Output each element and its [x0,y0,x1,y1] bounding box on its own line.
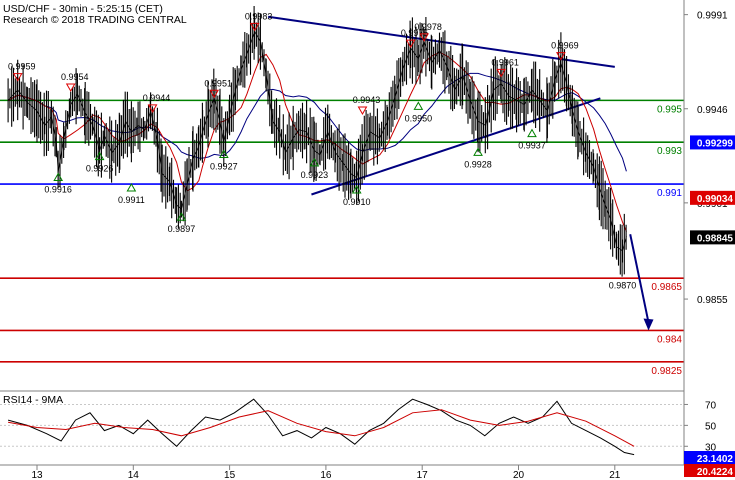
rsi-tick-label: 50 [705,421,717,432]
time-tick-label: 20 [513,470,525,480]
swing-high-label: 0.9951 [204,78,232,88]
swing-low-label: 0.9916 [44,184,72,194]
swing-low-marker [527,128,537,138]
swing-low-label: 0.9910 [343,197,371,207]
swing-low-marker [53,172,64,181]
swing-low-label: 0.9911 [118,195,145,205]
swing-high-marker [357,106,368,116]
swing-high-label: 0.9975 [401,28,429,38]
price-tick-label: 0.9855 [697,295,728,306]
level-label: 0.984 [657,334,682,345]
price-badge-label: 0.99299 [697,138,734,149]
swing-high-marker [209,89,220,99]
forecast-arrow [629,234,650,323]
chart-title: USD/CHF - 30min - 5:25:15 (CET) [3,3,163,15]
swing-low-label: 0.9923 [301,170,329,180]
swing-low-label: 0.9927 [210,161,238,171]
swing-high-marker [65,83,76,93]
swing-high-marker [249,22,260,32]
rsi-badge-label: 20.4224 [697,467,734,478]
rsi-tick-label: 30 [705,442,717,453]
swing-low-label: 0.9950 [405,113,433,123]
time-tick-label: 13 [31,470,43,480]
swing-high-marker [12,73,23,82]
swing-low-marker [126,182,137,192]
price-layer: 0.995 0.993 0.991 0.9865 0.984 0.9825 0.9959 0.… [0,6,684,377]
swing-low-label: 0.9928 [464,159,492,169]
time-tick-label: 16 [320,470,332,480]
rsi-badge-label: 23.1402 [697,454,734,465]
time-tick-label: 17 [417,470,429,480]
rsi-badge [684,464,735,477]
rsi-badge [684,451,735,464]
swing-high-label: 0.9983 [245,11,273,21]
swing-low-marker [473,147,483,156]
trendline [311,97,601,196]
swing-high-label: 0.9969 [551,41,579,51]
price-tick-label: 0.9991 [697,11,728,22]
swing-low-marker [176,212,187,221]
swing-low-label: 0.9897 [168,224,196,234]
price-badge-label: 0.98845 [697,233,734,244]
swing-high-marker [405,39,416,49]
time-tick-label: 14 [128,470,140,480]
price-plot-area [0,0,684,389]
price-line [7,30,627,252]
price-badge [690,230,735,245]
swing-high-label: 0.9978 [414,22,442,32]
rsi-series-line [8,409,635,447]
swing-high-marker [147,104,158,113]
swing-high-label: 0.9944 [143,93,171,103]
swing-low-marker [413,101,424,110]
rsi-panel-title: RSI14 - 9MA [3,394,63,406]
swing-high-label: 0.9959 [8,62,36,72]
swing-low-label: 0.9870 [609,281,637,291]
swing-high-marker [556,52,566,61]
chart-subtitle: Research © 2018 TRADING CENTRAL [3,14,187,26]
forecast-arrowhead [643,318,654,331]
swing-low-marker [351,185,362,194]
swing-low-marker [309,157,320,167]
price-badge-label: 0.99034 [697,194,734,205]
swing-low-label: 0.9926 [86,164,114,174]
level-label: 0.9825 [651,366,682,377]
level-label: 0.995 [657,104,682,115]
price-badge [690,190,735,205]
swing-high-label: 0.9961 [491,57,519,67]
level-label: 0.993 [657,146,682,157]
swing-high-label: 0.9943 [353,95,381,105]
swing-low-label: 0.9937 [518,141,546,151]
price-badge [690,135,735,150]
level-label: 0.991 [657,188,682,199]
time-tick-label: 15 [224,470,236,480]
swing-high-marker [496,68,507,78]
time-tick-label: 21 [609,470,621,480]
swing-low-marker [218,149,229,158]
swing-low-marker [94,151,105,161]
rsi-tick-label: 70 [705,400,717,411]
swing-high-label: 0.9954 [61,72,89,82]
price-tick-label: 0.9946 [697,105,728,116]
swing-high-marker [419,33,429,42]
level-label: 0.9865 [651,282,682,293]
rsi-layer [0,398,684,456]
